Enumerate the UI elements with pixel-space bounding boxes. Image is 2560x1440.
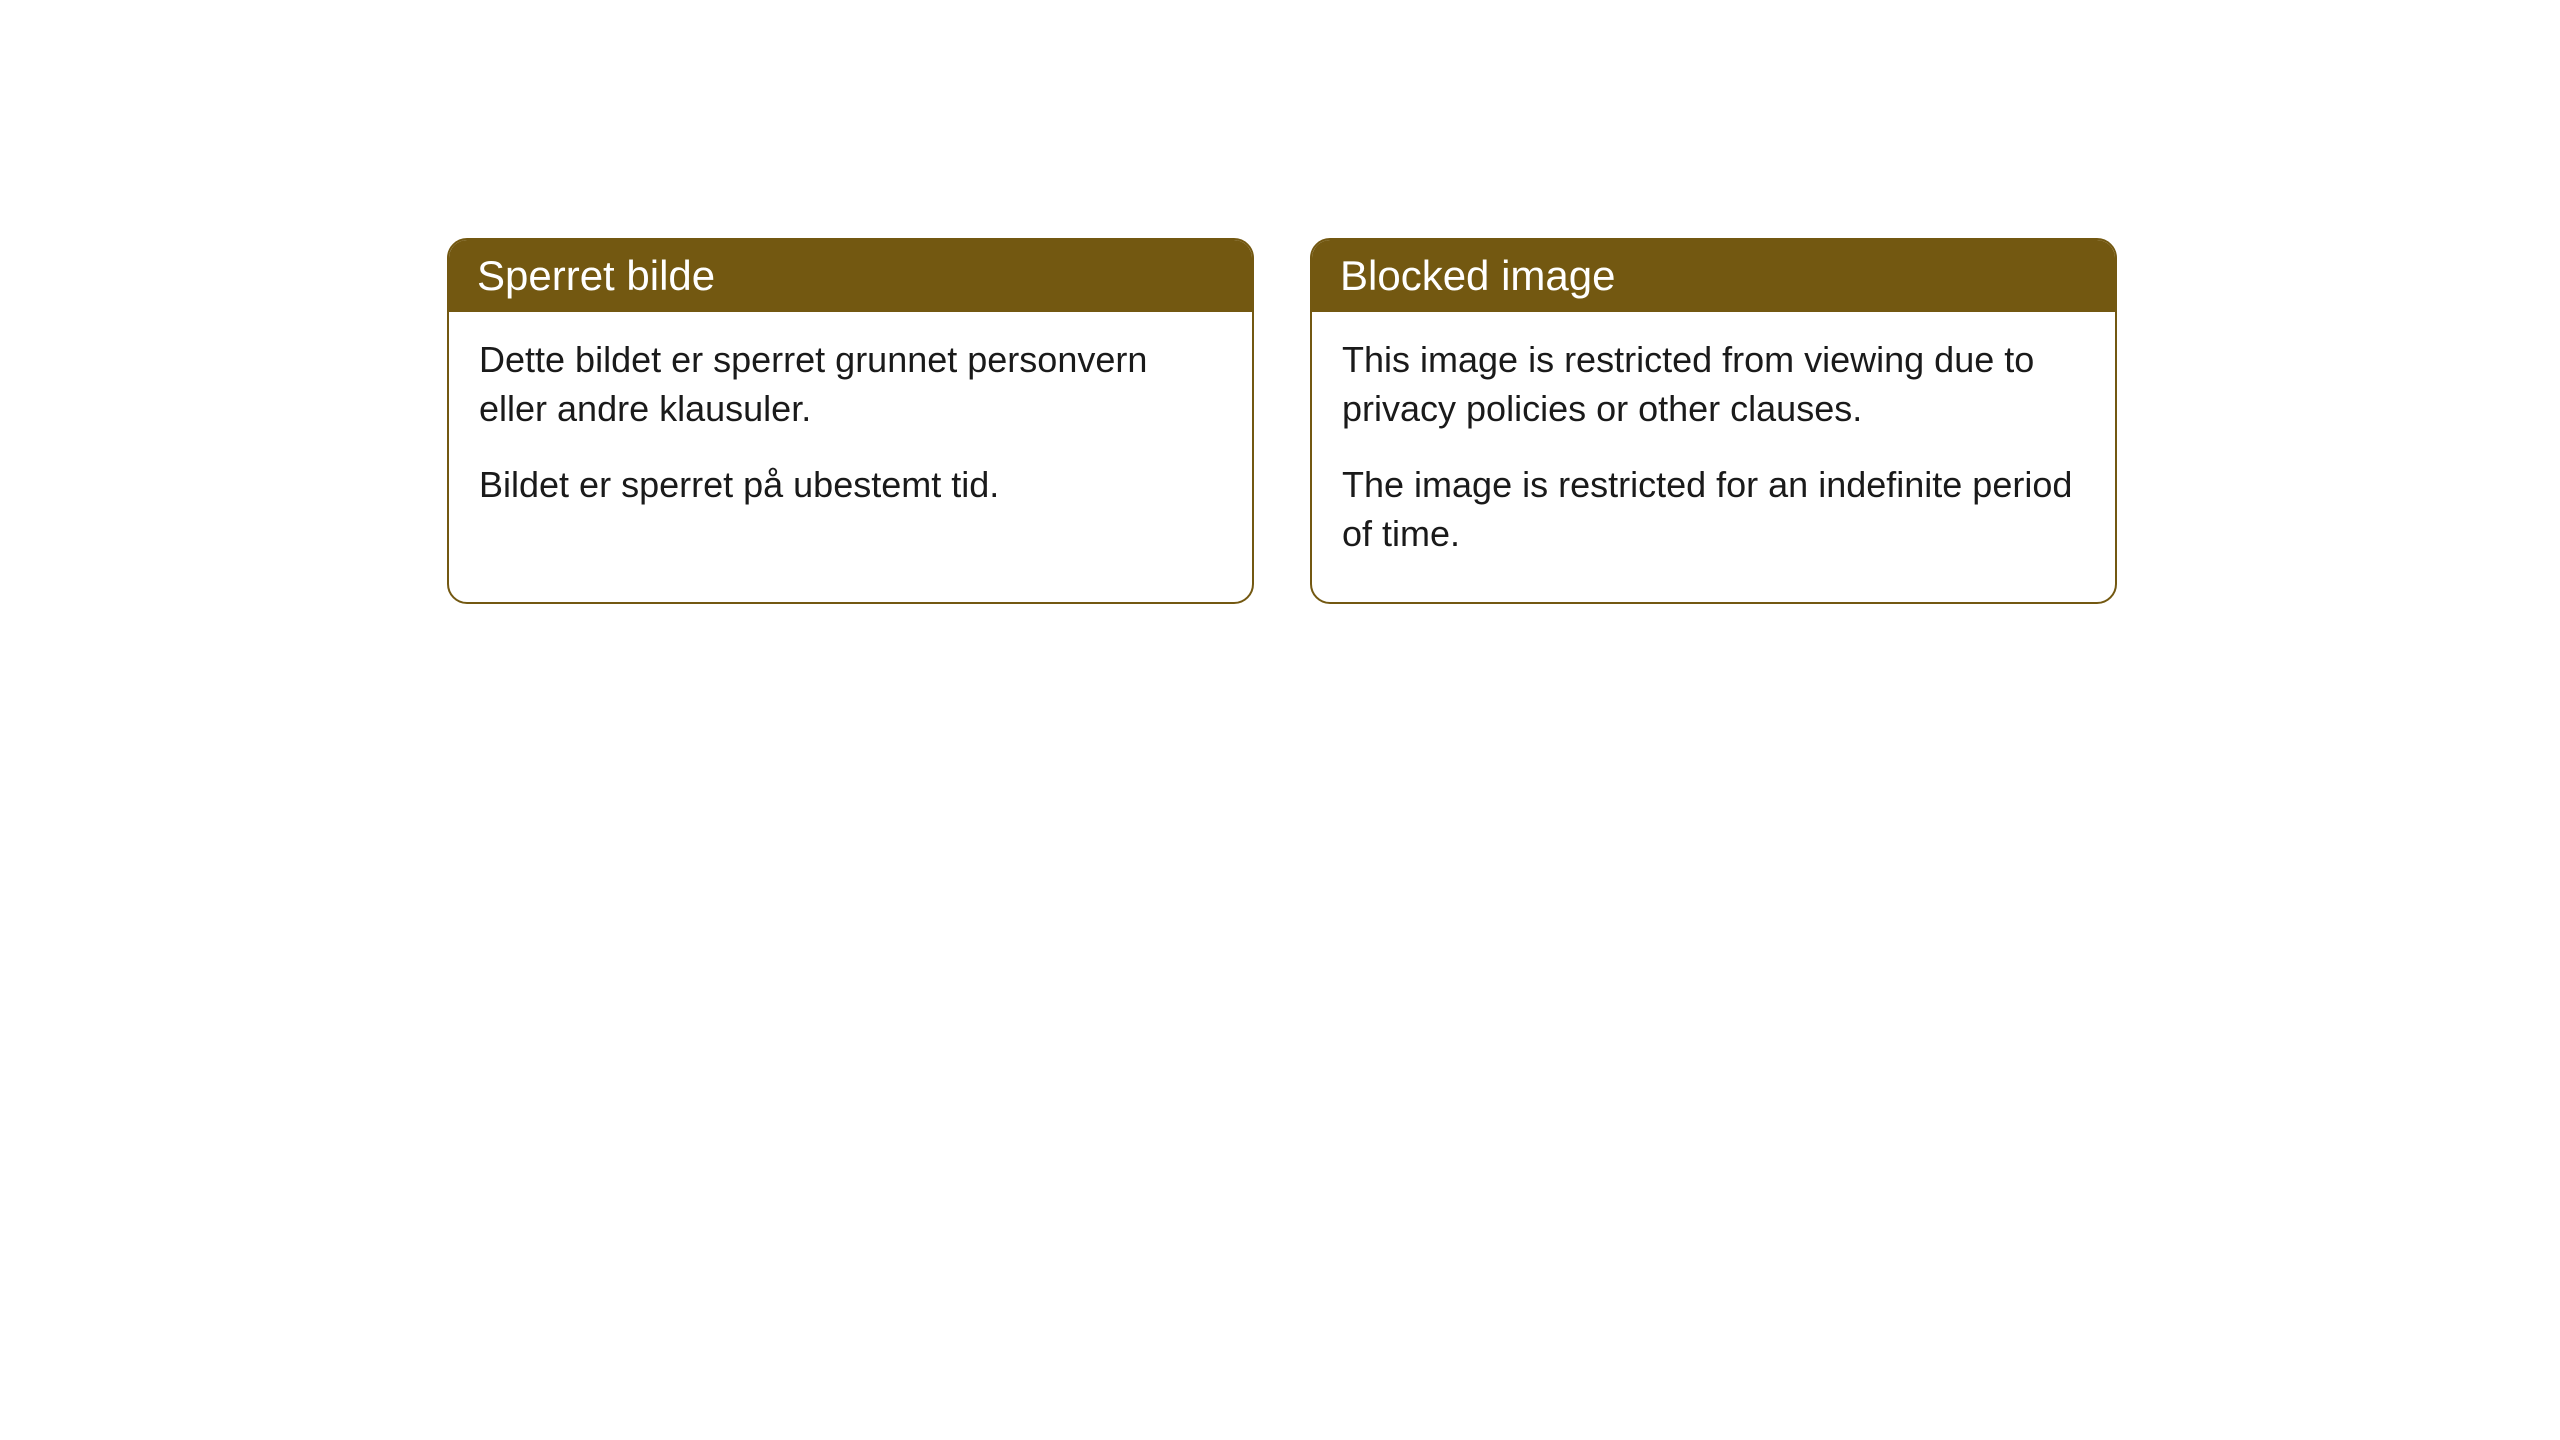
notice-cards-container: Sperret bilde Dette bildet er sperret gr…	[447, 238, 2117, 604]
card-title: Blocked image	[1340, 252, 1615, 299]
card-body: Dette bildet er sperret grunnet personve…	[449, 312, 1252, 554]
card-paragraph: The image is restricted for an indefinit…	[1342, 461, 2085, 558]
card-paragraph: Bildet er sperret på ubestemt tid.	[479, 461, 1222, 510]
notice-card-norwegian: Sperret bilde Dette bildet er sperret gr…	[447, 238, 1254, 604]
card-header: Blocked image	[1312, 240, 2115, 312]
card-paragraph: Dette bildet er sperret grunnet personve…	[479, 336, 1222, 433]
card-header: Sperret bilde	[449, 240, 1252, 312]
card-paragraph: This image is restricted from viewing du…	[1342, 336, 2085, 433]
card-title: Sperret bilde	[477, 252, 715, 299]
card-body: This image is restricted from viewing du…	[1312, 312, 2115, 602]
notice-card-english: Blocked image This image is restricted f…	[1310, 238, 2117, 604]
